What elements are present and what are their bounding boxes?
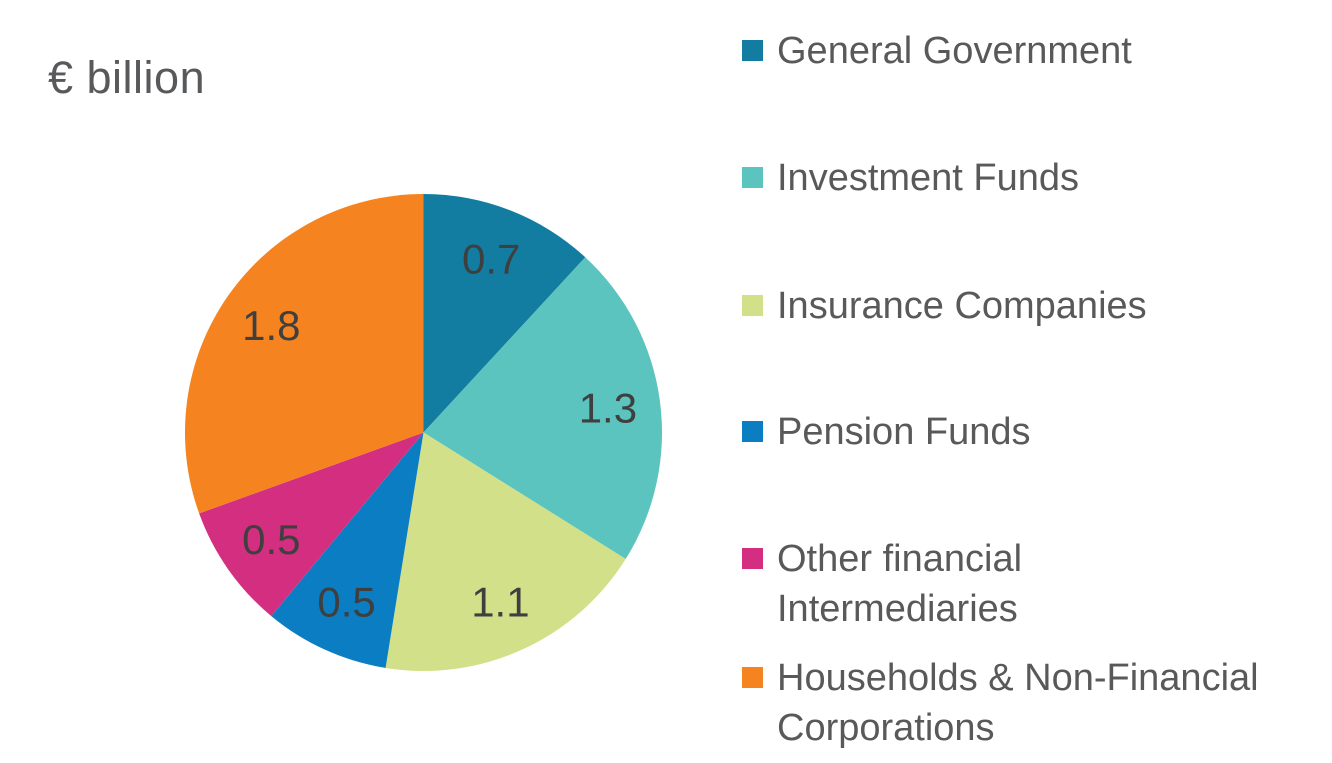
pie-slice-pension-funds	[271, 432, 424, 668]
legend-item-general-government: General Government	[742, 26, 1132, 76]
legend-item-other-financial-intermediaries: Other financial Intermediaries	[742, 534, 1022, 634]
legend-swatch-other-financial-intermediaries	[742, 548, 763, 569]
legend-label-pension-funds: Pension Funds	[777, 411, 1031, 453]
legend-swatch-insurance-companies	[742, 295, 763, 316]
chart-title: € billion	[48, 52, 206, 103]
legend-label-households-non-financial-corporations: Households & Non-Financial Corporations	[777, 657, 1259, 749]
pie-slice-general-government	[423, 194, 586, 433]
legend-item-households-non-financial-corporations: Households & Non-Financial Corporations	[742, 653, 1259, 753]
legend-item-investment-funds: Investment Funds	[742, 153, 1079, 203]
slice-value-label-households-non-financial-corporations: 1.8	[242, 302, 300, 349]
slice-value-label-general-government: 0.7	[462, 236, 520, 283]
legend: General Government Investment Funds Insura…	[742, 18, 1320, 758]
slice-value-label-other-financial-intermediaries: 0.5	[242, 516, 300, 563]
legend-item-pension-funds: Pension Funds	[742, 407, 1031, 457]
legend-label-investment-funds: Investment Funds	[777, 157, 1080, 199]
pie-slice-other-financial-intermediaries	[199, 432, 424, 617]
pie-slice-investment-funds	[423, 257, 662, 560]
slice-value-label-pension-funds: 0.5	[317, 578, 375, 625]
slice-value-label-insurance-companies: 1.1	[471, 578, 529, 625]
legend-item-insurance-companies: Insurance Companies	[742, 281, 1147, 331]
pie-slice-households-non-financial-corporations	[185, 194, 424, 514]
pie-slice-insurance-companies	[385, 432, 626, 671]
legend-label-general-government: General Government	[777, 30, 1132, 72]
slice-value-label-investment-funds: 1.3	[579, 384, 637, 431]
pie-chart: 0.7 1.3 1.1 0.5 0.5 1.8	[185, 194, 662, 671]
legend-swatch-investment-funds	[742, 167, 763, 188]
legend-label-insurance-companies: Insurance Companies	[777, 285, 1147, 327]
legend-label-other-financial-intermediaries: Other financial Intermediaries	[777, 538, 1023, 630]
legend-swatch-pension-funds	[742, 421, 763, 442]
legend-swatch-households-non-financial-corporations	[742, 667, 763, 688]
legend-swatch-general-government	[742, 40, 763, 61]
